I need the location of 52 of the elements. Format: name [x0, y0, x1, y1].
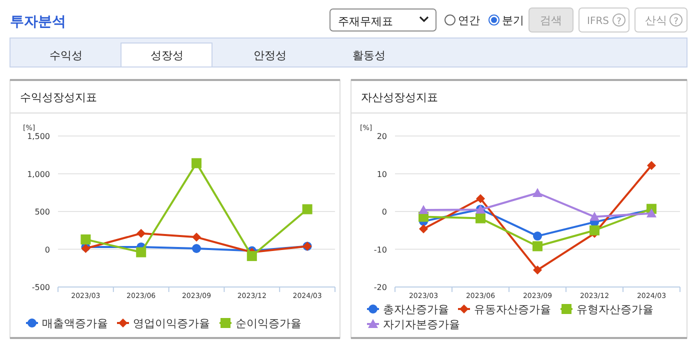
y-tick-label: -10: [374, 245, 387, 254]
point: [192, 244, 201, 253]
point: [302, 204, 312, 214]
text: 활동성: [352, 49, 386, 62]
point: [136, 247, 146, 258]
point: [533, 266, 542, 275]
legend-label: 유동자산증가율: [474, 303, 551, 316]
point: [192, 232, 201, 242]
legend-label: 유형자산증가율: [576, 303, 654, 316]
point: [80, 234, 91, 244]
text: 수익성: [50, 49, 82, 62]
y-tick-label: 10: [376, 170, 387, 179]
y-tick-label: 20: [376, 132, 387, 141]
text: 안정성: [254, 49, 286, 62]
point: [646, 208, 656, 218]
point: [136, 228, 146, 238]
point: [532, 241, 542, 252]
point: [590, 212, 600, 221]
point: [419, 224, 428, 234]
text: 연간: [458, 14, 480, 27]
text: 분기: [502, 14, 524, 27]
chart-title: 자산성장성지표: [361, 91, 438, 104]
point: [246, 251, 257, 262]
text: 산식: [645, 14, 667, 27]
chart-title: 수익성장성지표: [20, 91, 97, 104]
text: ?: [616, 17, 622, 27]
point: [192, 158, 202, 168]
point: [590, 225, 600, 236]
legend-label: 순이익증가율: [236, 317, 302, 330]
y-tick-label: 500: [34, 208, 50, 216]
y-tick-label: 1,000: [27, 170, 50, 179]
text: ?: [674, 17, 679, 27]
legend-label: 영업이익증가율: [133, 317, 210, 330]
y-tick-label: -20: [374, 283, 387, 292]
text: 투자분석: [10, 14, 66, 30]
y-tick-label: 0: [44, 245, 50, 254]
point: [647, 160, 656, 170]
legend-label: 총자산증가율: [383, 303, 449, 316]
legend-label: 자기자본증가율: [383, 318, 460, 331]
text: 검색: [540, 14, 562, 27]
legend-label: 매출액증가율: [42, 317, 108, 330]
text: IFRS: [587, 16, 609, 27]
y-tick-label: 1,500: [27, 132, 50, 141]
point: [532, 188, 542, 198]
point: [476, 213, 486, 224]
point: [476, 194, 485, 204]
point: [418, 204, 428, 214]
text: 성장성: [150, 49, 184, 62]
text: 주재무제표: [338, 15, 393, 28]
y-tick-label: -500: [32, 283, 50, 292]
point: [533, 232, 542, 241]
y-tick-label: 0: [382, 208, 387, 216]
